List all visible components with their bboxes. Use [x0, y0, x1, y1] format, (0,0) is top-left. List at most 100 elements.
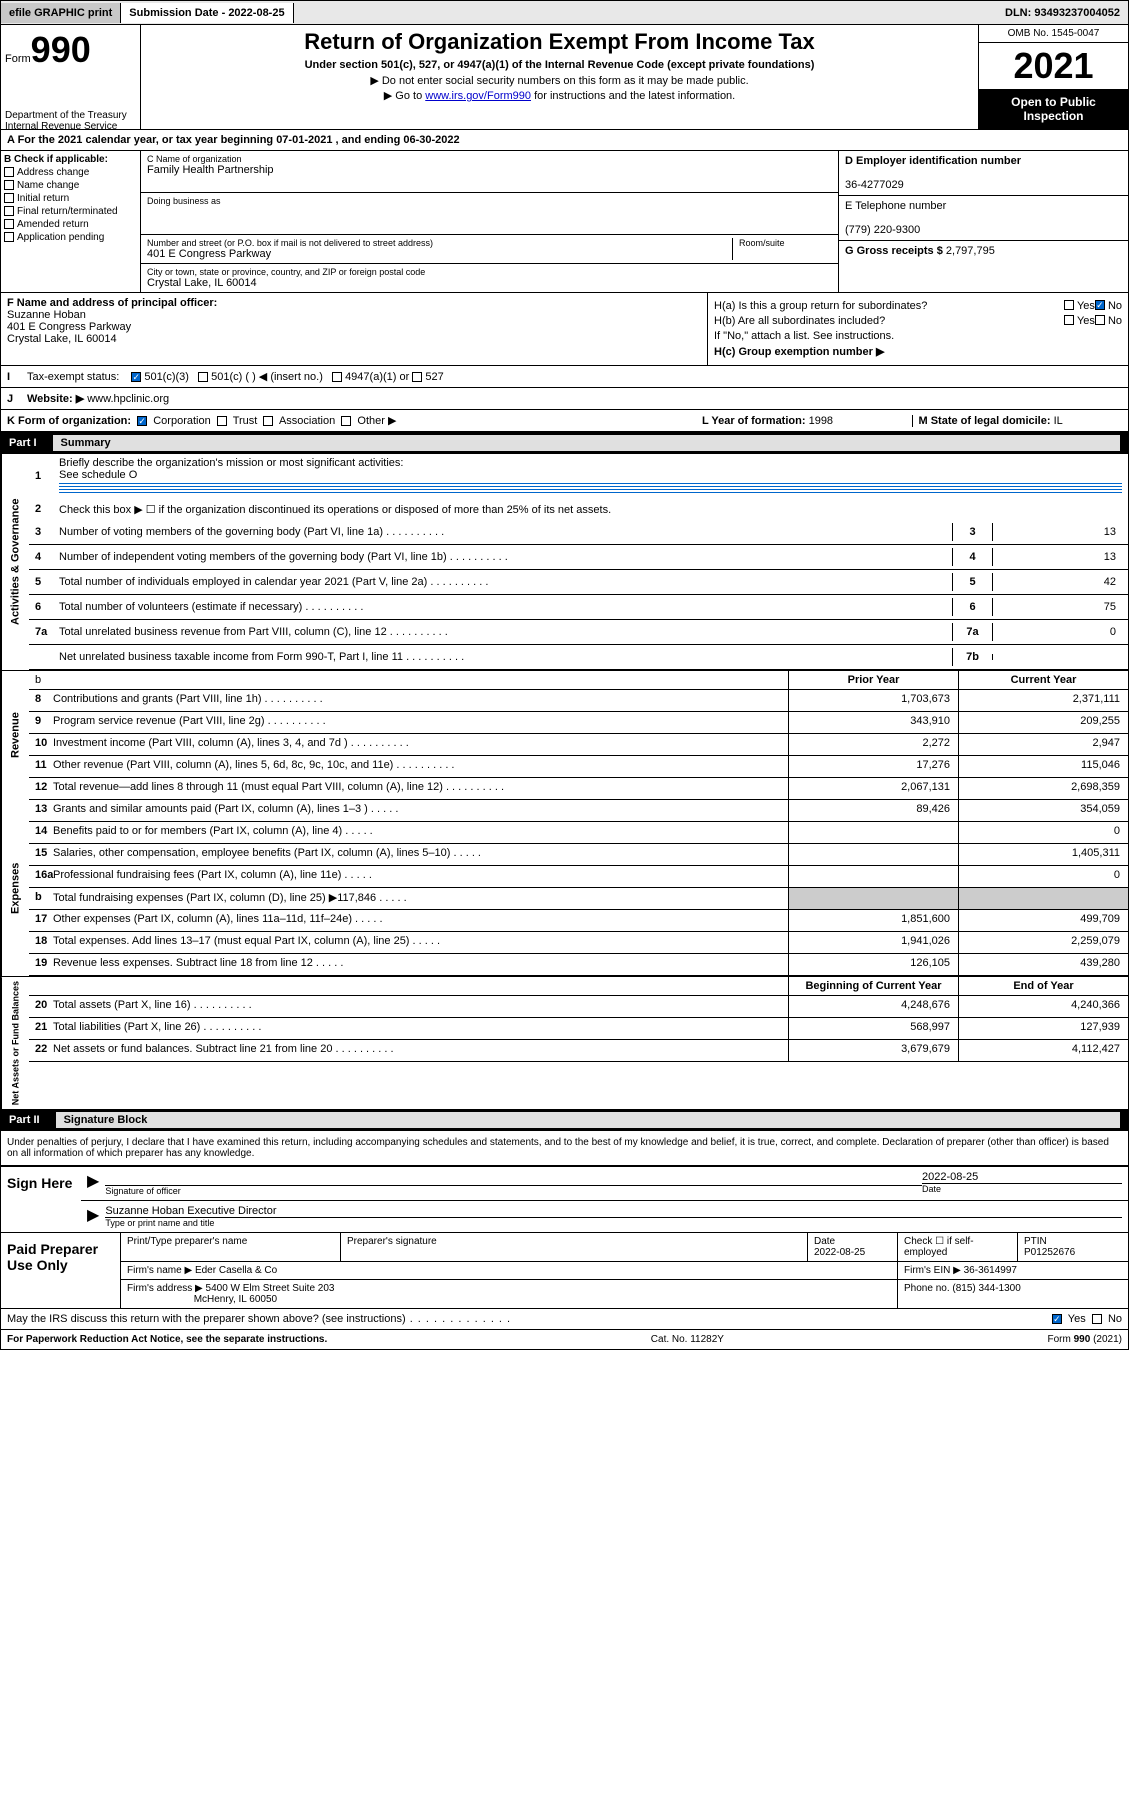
- ha-no[interactable]: [1095, 300, 1105, 310]
- gov-row: 3Number of voting members of the governi…: [29, 520, 1128, 545]
- efile-print-button[interactable]: efile GRAPHIC print: [1, 3, 121, 23]
- line-2-text: Check this box ▶ ☐ if the organization d…: [59, 503, 1122, 516]
- gov-row: 4Number of independent voting members of…: [29, 545, 1128, 570]
- footer-left: For Paperwork Reduction Act Notice, see …: [7, 1334, 327, 1345]
- main-title: Return of Organization Exempt From Incom…: [149, 29, 970, 55]
- ha-yes[interactable]: [1064, 300, 1074, 310]
- col-prior-year: Prior Year: [788, 671, 958, 689]
- vert-net-assets: Net Assets or Fund Balances: [1, 977, 29, 1109]
- net-header-row: Beginning of Current Year End of Year: [29, 977, 1128, 996]
- prep-self-employed[interactable]: Check ☐ if self-employed: [898, 1233, 1018, 1261]
- revenue-section: Revenue b Prior Year Current Year 8Contr…: [1, 670, 1128, 800]
- chk-initial-return[interactable]: Initial return: [4, 193, 137, 204]
- chk-other[interactable]: [341, 416, 351, 426]
- sig-date: 2022-08-25: [922, 1171, 1122, 1183]
- firm-name: Eder Casella & Co: [195, 1265, 277, 1276]
- omb-number: OMB No. 1545-0047: [979, 25, 1128, 43]
- state-domicile: IL: [1054, 415, 1063, 427]
- discuss-yes[interactable]: [1052, 1314, 1062, 1324]
- form-990-page: efile GRAPHIC print Submission Date - 20…: [0, 0, 1129, 1350]
- sig-name: Suzanne Hoban Executive Director: [105, 1205, 1122, 1217]
- declaration-text: Under penalties of perjury, I declare th…: [1, 1131, 1128, 1167]
- expense-row: 19Revenue less expenses. Subtract line 1…: [29, 954, 1128, 976]
- chk-4947[interactable]: [332, 372, 342, 382]
- addr-label: Number and street (or P.O. box if mail i…: [147, 238, 732, 248]
- expense-row: 18Total expenses. Add lines 13–17 (must …: [29, 932, 1128, 954]
- chk-application-pending[interactable]: Application pending: [4, 232, 137, 243]
- chk-association[interactable]: [263, 416, 273, 426]
- revenue-row: 11Other revenue (Part VIII, column (A), …: [29, 756, 1128, 778]
- revenue-row: 9Program service revenue (Part VIII, lin…: [29, 712, 1128, 734]
- subtitle: Under section 501(c), 527, or 4947(a)(1)…: [149, 59, 970, 71]
- chk-final-return[interactable]: Final return/terminated: [4, 206, 137, 217]
- expense-row: bTotal fundraising expenses (Part IX, co…: [29, 888, 1128, 910]
- irs-link[interactable]: www.irs.gov/Form990: [425, 90, 531, 102]
- officer-name: Suzanne Hoban: [7, 309, 86, 321]
- address-box: Number and street (or P.O. box if mail i…: [141, 235, 838, 264]
- col-current-year: Current Year: [958, 671, 1128, 689]
- expense-row: 15Salaries, other compensation, employee…: [29, 844, 1128, 866]
- chk-amended-return[interactable]: Amended return: [4, 219, 137, 230]
- tax-year: 2021: [979, 43, 1128, 89]
- part-1-num: Part I: [9, 437, 37, 449]
- part-2-header: Part II Signature Block: [1, 1109, 1128, 1131]
- sign-here-block: Sign Here ▶ Signature of officer 2022-08…: [1, 1167, 1128, 1233]
- prep-date: 2022-08-25: [814, 1247, 865, 1258]
- ein-box: D Employer identification number 36-4277…: [839, 151, 1128, 196]
- city-box: City or town, state or province, country…: [141, 264, 838, 292]
- net-assets-row: 21Total liabilities (Part X, line 26)568…: [29, 1018, 1128, 1040]
- prep-name-label: Print/Type preparer's name: [127, 1236, 247, 1247]
- firm-city: McHenry, IL 60050: [194, 1294, 277, 1305]
- chk-501c[interactable]: [198, 372, 208, 382]
- rev-header-row: b Prior Year Current Year: [29, 671, 1128, 690]
- instruction-link: ▶ Go to www.irs.gov/Form990 for instruct…: [149, 89, 970, 102]
- hc-label: H(c) Group exemption number ▶: [714, 345, 884, 358]
- chk-527[interactable]: [412, 372, 422, 382]
- city-label: City or town, state or province, country…: [147, 267, 832, 277]
- paid-preparer-label: Paid Preparer Use Only: [1, 1233, 121, 1308]
- expense-row: 17Other expenses (Part IX, column (A), l…: [29, 910, 1128, 932]
- e-label: E Telephone number: [845, 200, 946, 212]
- expense-row: 16aProfessional fundraising fees (Part I…: [29, 866, 1128, 888]
- title-box: Return of Organization Exempt From Incom…: [141, 25, 978, 129]
- chk-corporation[interactable]: [137, 416, 147, 426]
- discuss-text: May the IRS discuss this return with the…: [7, 1313, 511, 1325]
- discuss-no[interactable]: [1092, 1314, 1102, 1324]
- revenue-row: 12Total revenue—add lines 8 through 11 (…: [29, 778, 1128, 800]
- discuss-row: May the IRS discuss this return with the…: [1, 1309, 1128, 1330]
- chk-501c3[interactable]: [131, 372, 141, 382]
- g-label: G Gross receipts $: [845, 245, 943, 257]
- phone-box: E Telephone number (779) 220-9300: [839, 196, 1128, 241]
- revenue-row: 8Contributions and grants (Part VIII, li…: [29, 690, 1128, 712]
- phone-value: (779) 220-9300: [845, 224, 920, 236]
- net-assets-section: Net Assets or Fund Balances Beginning of…: [1, 976, 1128, 1109]
- chk-address-change[interactable]: Address change: [4, 167, 137, 178]
- hb-yes[interactable]: [1064, 315, 1074, 325]
- line-2: 2 Check this box ▶ ☐ if the organization…: [29, 498, 1128, 520]
- form-label: Form990: [5, 53, 91, 65]
- ptin-value: P01252676: [1024, 1247, 1075, 1258]
- footer-right: Form 990 (2021): [1048, 1334, 1122, 1345]
- form-header: Form990 Return of Organization Exempt Fr…: [1, 25, 1128, 130]
- part-1-title: Summary: [53, 435, 1120, 451]
- dln-number: DLN: 93493237004052: [997, 3, 1128, 23]
- hb-no[interactable]: [1095, 315, 1105, 325]
- part-1-body: Activities & Governance 1 Briefly descri…: [1, 454, 1128, 670]
- sign-here-label: Sign Here: [1, 1167, 81, 1232]
- chk-trust[interactable]: [217, 416, 227, 426]
- omb-box: OMB No. 1545-0047 2021 Open to Public In…: [978, 25, 1128, 129]
- street-address: 401 E Congress Parkway: [147, 248, 732, 260]
- expense-row: 14Benefits paid to or for members (Part …: [29, 822, 1128, 844]
- chk-name-change[interactable]: Name change: [4, 180, 137, 191]
- l-label: L Year of formation:: [702, 415, 806, 427]
- firm-addr: 5400 W Elm Street Suite 203: [206, 1283, 335, 1294]
- gov-row: Net unrelated business taxable income fr…: [29, 645, 1128, 670]
- gross-receipts-value: 2,797,795: [946, 245, 995, 257]
- section-d-through-g: D Employer identification number 36-4277…: [838, 151, 1128, 292]
- line-1-text: Briefly describe the organization's miss…: [59, 457, 403, 469]
- vert-governance: Activities & Governance: [1, 454, 29, 670]
- firm-phone: (815) 344-1300: [952, 1283, 1020, 1294]
- expenses-section: Expenses 13Grants and similar amounts pa…: [1, 800, 1128, 976]
- line-j-website: J Website: ▶ www.hpclinic.org: [1, 388, 1128, 410]
- section-b-through-g: B Check if applicable: Address change Na…: [1, 151, 1128, 293]
